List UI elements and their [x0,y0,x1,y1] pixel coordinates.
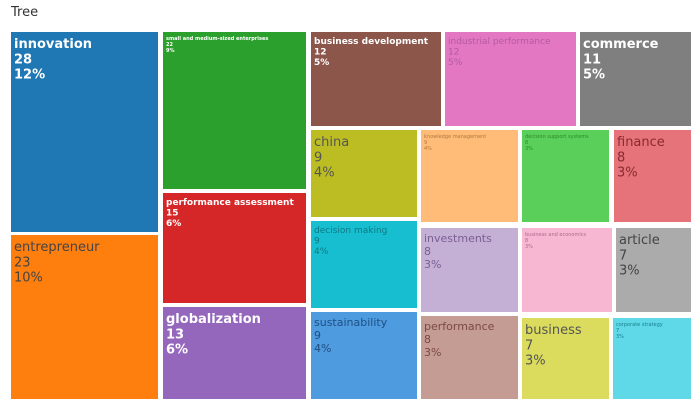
tile-rect [311,221,417,308]
tile-rect [522,228,612,312]
tile-rect [614,130,691,222]
tile-rect [421,228,518,312]
tile-rect [421,130,518,222]
tile-rect [311,32,441,126]
chart-title: Tree [11,5,39,20]
tile-rect [11,32,158,232]
tile-rect [616,228,691,312]
tile-rect [445,32,576,126]
tile-rect [580,32,691,126]
tile-rect [421,316,518,399]
tile-rect [613,318,691,399]
tile-rect [163,32,306,189]
tile-rect [163,193,306,303]
tile-rect [311,130,417,217]
tile-rect [163,307,306,399]
tile-rect [522,318,609,399]
tile-rect [311,312,417,399]
tile-rect [11,235,158,399]
tile-rect [522,130,609,222]
